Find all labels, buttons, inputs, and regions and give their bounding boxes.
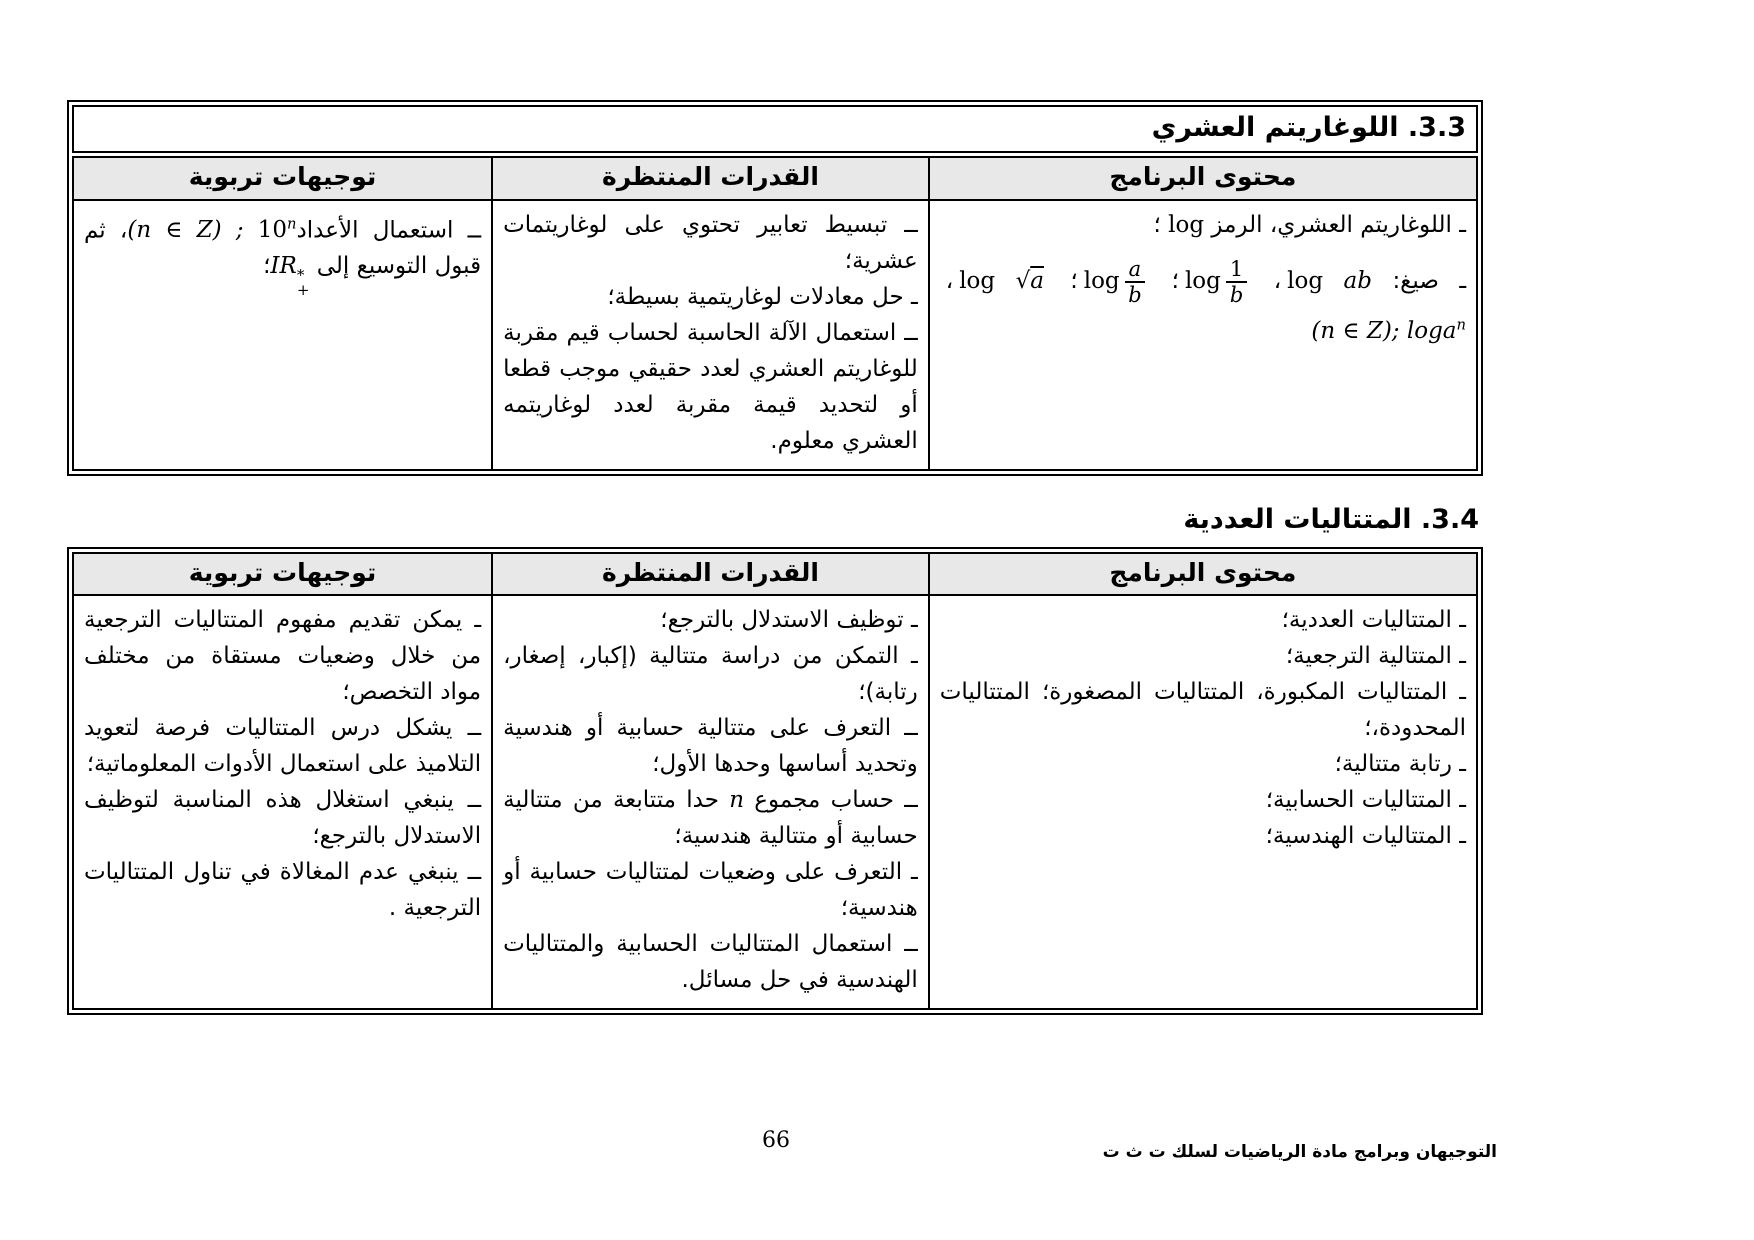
- formula-paragraph: ـ صيغ: log ab، log 1 b ؛ log a b ؛ log √a، (n …: [945, 256, 1467, 344]
- bullet-paragraph: ـ يمكن تقديم مفهوم المتتاليات الترجعية م…: [84, 607, 482, 706]
- table-3-3: محتوى البرنامج القدرات المنتظرة توجيهات …: [71, 156, 1479, 471]
- col-header-educational-guidance: توجيهات تربوية: [71, 156, 494, 201]
- cell-program-content: ـ اللوغاريتم العشري، الرمز log ؛ ـ صيغ: …: [927, 198, 1479, 471]
- formula-log-a-power-n: (n ∈ Z); logan: [1311, 315, 1466, 344]
- bullet-paragraph: ــ استعمال الآلة الحاسبة لحساب قيم مقربة…: [503, 319, 918, 454]
- bullet-paragraph: ــ التعرف على متتالية حسابية أو هندسية و…: [503, 715, 918, 778]
- formula-log-1-over-b: log 1 b: [1185, 257, 1248, 307]
- bullet-paragraph: ـ المتتاليات الحسابية؛: [1265, 787, 1466, 814]
- formula-log-a-over-b: log a b: [1084, 257, 1146, 307]
- formula-log-sqrt-a: log √a: [959, 267, 1044, 294]
- bullet-paragraph: ـ رتابة متتالية؛: [1334, 751, 1466, 778]
- col-header-program-content: محتوى البرنامج: [927, 551, 1479, 597]
- bullet-paragraph: ـ حل معادلات لوغاريتمية بسيطة؛: [607, 283, 918, 310]
- page-number: 66: [762, 1128, 790, 1153]
- bullet-paragraph: ــ ينبغي استغلال هذه المناسبة لتوظيف الا…: [84, 787, 482, 850]
- section-title-3-4: 3.4. المتتاليات العددية: [1183, 504, 1479, 535]
- table-body-row: ـ المتتاليات العددية؛ ـ المتتالية الترجع…: [71, 594, 1479, 1011]
- bullet-paragraph: ـ التمكن من دراسة متتالية (إكبار، إصغار،…: [503, 643, 918, 706]
- bullet-paragraph: ـ اللوغاريتم العشري، الرمز log ؛: [1153, 211, 1466, 238]
- cell-educational-guidance: ـ يمكن تقديم مفهوم المتتاليات الترجعية م…: [71, 594, 494, 1011]
- formula-IR-plus-star: IR * +: [270, 253, 310, 300]
- formula-log-ab: log ab: [1287, 267, 1372, 294]
- table-header-row: محتوى البرنامج القدرات المنتظرة توجيهات …: [71, 551, 1479, 597]
- bullet-paragraph: ــ استعمال المتتاليات الحسابية والمتتالي…: [503, 931, 918, 994]
- table-logarithm-section: 3.3. اللوغاريتم العشري محتوى البرنامج ال…: [67, 100, 1483, 476]
- bullet-paragraph: ــ استعمال الأعداد(n ∈ Z) ; 10n، ثم قبول…: [84, 215, 482, 300]
- bullet-paragraph: ـ التعرف على وضعيات لمتتاليات حسابية أو …: [503, 859, 918, 922]
- bullet-paragraph: ـ المتتالية الترجعية؛: [1285, 643, 1466, 670]
- cell-expected-capabilities: ــ تبسيط تعابير تحتوي على لوغاريتمات عشر…: [491, 198, 930, 471]
- cell-educational-guidance: ــ استعمال الأعداد(n ∈ Z) ; 10n، ثم قبول…: [71, 198, 494, 471]
- formula-10-power-n: (n ∈ Z) ; 10n: [127, 215, 297, 244]
- table-header-row: محتوى البرنامج القدرات المنتظرة توجيهات …: [71, 156, 1479, 201]
- variable-n: n: [729, 787, 745, 814]
- bullet-paragraph: ــ يشكل درس المتتاليات فرصة لتعويد التلا…: [84, 715, 482, 778]
- bullet-paragraph: ــ حساب مجموع n حدا متتابعة من متتالية ح…: [503, 787, 918, 850]
- bullet-paragraph: ـ المتتاليات الهندسية؛: [1265, 823, 1466, 850]
- cell-program-content: ـ المتتاليات العددية؛ ـ المتتالية الترجع…: [927, 594, 1479, 1011]
- bullet-paragraph: ـ المتتاليات المكبورة، المتتاليات المصغو…: [939, 679, 1466, 742]
- bullet-paragraph: ــ ينبغي عدم المغالاة في تناول المتتاليا…: [84, 859, 482, 922]
- log-symbol: log: [1168, 211, 1205, 238]
- col-header-educational-guidance: توجيهات تربوية: [71, 551, 494, 597]
- table-body-row: ـ اللوغاريتم العشري، الرمز log ؛ ـ صيغ: …: [71, 198, 1479, 471]
- bullet-paragraph: ـ المتتاليات العددية؛: [1281, 607, 1466, 634]
- bullet-paragraph: ــ تبسيط تعابير تحتوي على لوغاريتمات عشر…: [503, 211, 918, 274]
- col-header-expected-capabilities: القدرات المنتظرة: [491, 156, 930, 201]
- table-sequences-section: محتوى البرنامج القدرات المنتظرة توجيهات …: [67, 547, 1483, 1016]
- table-3-4: محتوى البرنامج القدرات المنتظرة توجيهات …: [71, 551, 1479, 1011]
- col-header-program-content: محتوى البرنامج: [927, 156, 1479, 201]
- section-title-3-3: 3.3. اللوغاريتم العشري: [72, 105, 1478, 154]
- col-header-expected-capabilities: القدرات المنتظرة: [491, 551, 930, 597]
- footer-document-title: التوجيهان وبرامج مادة الرياضيات لسلك ت ث…: [1102, 1142, 1497, 1162]
- bullet-paragraph: ـ توظيف الاستدلال بالترجع؛: [660, 607, 918, 634]
- cell-expected-capabilities: ـ توظيف الاستدلال بالترجع؛ ـ التمكن من د…: [491, 594, 930, 1011]
